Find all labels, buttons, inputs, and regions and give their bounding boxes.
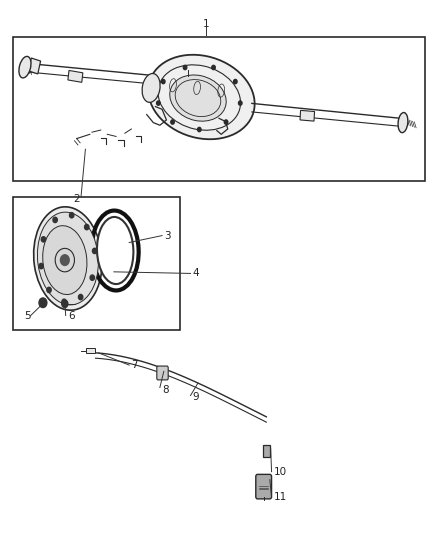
Ellipse shape: [148, 55, 254, 139]
Text: 7: 7: [131, 360, 138, 370]
Circle shape: [62, 300, 68, 308]
Bar: [86, 348, 95, 353]
Text: 9: 9: [193, 392, 199, 402]
Circle shape: [212, 66, 215, 70]
Circle shape: [171, 120, 174, 124]
Circle shape: [92, 248, 97, 254]
Circle shape: [156, 101, 160, 105]
Text: 4: 4: [193, 269, 199, 278]
Text: 1: 1: [202, 19, 209, 29]
Ellipse shape: [34, 207, 102, 310]
Text: 2: 2: [73, 195, 80, 204]
Circle shape: [53, 217, 57, 223]
FancyBboxPatch shape: [256, 474, 272, 499]
Text: 5: 5: [24, 311, 31, 320]
Ellipse shape: [142, 74, 160, 102]
Text: 8: 8: [162, 385, 169, 395]
Bar: [263, 445, 270, 457]
FancyBboxPatch shape: [157, 366, 168, 380]
Circle shape: [162, 79, 165, 84]
Ellipse shape: [42, 225, 87, 295]
Circle shape: [39, 298, 47, 308]
Ellipse shape: [398, 112, 408, 133]
Circle shape: [41, 237, 46, 242]
Circle shape: [198, 127, 201, 132]
Text: 10: 10: [274, 467, 287, 477]
Ellipse shape: [170, 75, 226, 121]
Circle shape: [239, 101, 242, 105]
Circle shape: [78, 294, 83, 300]
Bar: [13, 37, 425, 181]
Text: 11: 11: [274, 492, 287, 502]
Bar: [300, 110, 314, 121]
Circle shape: [90, 275, 95, 280]
Bar: [28, 58, 41, 74]
Bar: [68, 70, 83, 82]
Circle shape: [62, 299, 66, 304]
Circle shape: [47, 287, 51, 293]
Circle shape: [184, 66, 187, 70]
Circle shape: [70, 213, 74, 218]
Circle shape: [39, 263, 43, 269]
Ellipse shape: [19, 56, 31, 78]
Circle shape: [224, 120, 228, 124]
Circle shape: [233, 79, 237, 84]
Ellipse shape: [97, 217, 134, 284]
Circle shape: [60, 255, 69, 265]
Text: 6: 6: [68, 311, 74, 320]
Ellipse shape: [37, 212, 99, 305]
Text: 3: 3: [164, 231, 171, 240]
Bar: [13, 197, 180, 330]
Circle shape: [85, 224, 89, 230]
